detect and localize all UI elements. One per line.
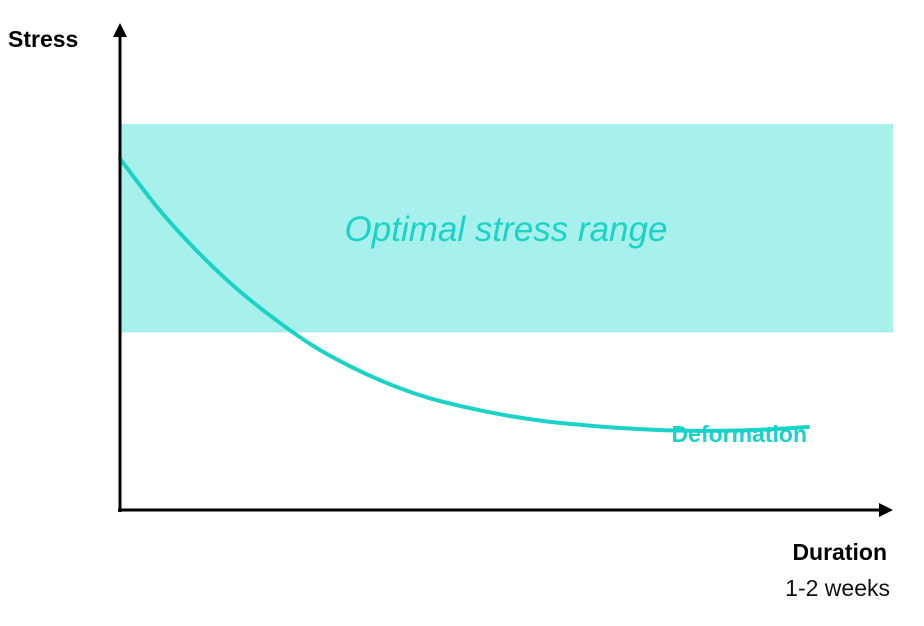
x-axis-arrow-icon xyxy=(879,503,893,517)
y-axis-label: Stress xyxy=(8,26,78,52)
x-axis-label: Duration xyxy=(792,539,887,565)
series-label-deformation: Deformation xyxy=(672,421,807,447)
y-axis-arrow-icon xyxy=(113,23,127,37)
band-label: Optimal stress range xyxy=(345,210,668,249)
series-line-deformation xyxy=(118,156,810,433)
x-axis-sublabel: 1-2 weeks xyxy=(785,575,890,601)
